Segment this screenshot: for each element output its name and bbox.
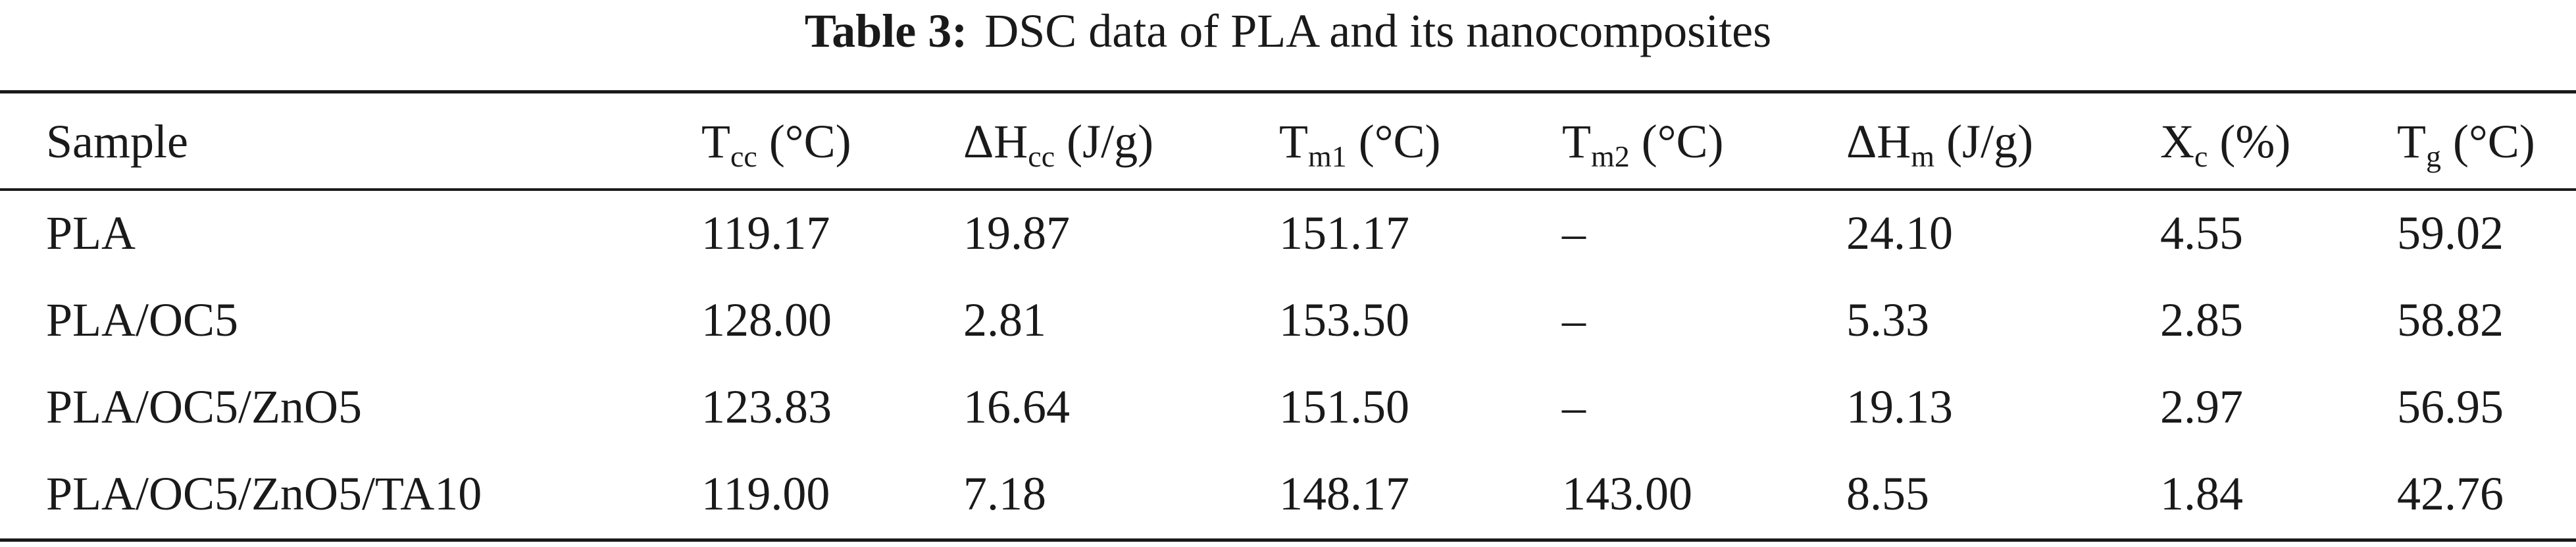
cell-sample: PLA/OC5/ZnO5/TA10 [46,467,482,520]
cell-dhm: 8.55 [1846,467,1929,520]
table-header-rule [0,188,2576,191]
column-header-tg: Tg (°C) [2397,93,2576,190]
table-header-row: Sample Tcc (°C) ΔHcc (J/g) Tm1 (°C) Tm2 … [0,93,2576,190]
cell-dhcc: 19.87 [963,206,1070,259]
header-subscript: m1 [1307,139,1347,173]
cell-dhm: 5.33 [1846,293,1929,346]
cell-sample: PLA/OC5/ZnO5 [46,380,363,433]
cell-tm1: 151.50 [1279,380,1409,433]
header-subscript: c [2194,139,2208,173]
table-caption: Table 3: DSC data of PLA and its nanocomp… [0,1,2576,61]
header-unit: (%) [2208,115,2291,168]
cell-tm2: – [1562,206,1586,259]
cell-dhcc: 7.18 [963,467,1046,520]
header-symbol: ΔH [1846,115,1911,168]
column-header-dhm: ΔHm (J/g) [1846,93,2160,190]
cell-dhm: 24.10 [1846,206,1953,259]
cell-tg: 58.82 [2397,293,2504,346]
table-caption-label: Table 3: [804,5,968,57]
cell-tg: 59.02 [2397,206,2504,259]
header-symbol: T [701,115,730,168]
table-row: PLA 119.17 19.87 151.17 – 24.10 4.55 59.… [0,190,2576,276]
header-symbol: ΔH [963,115,1028,168]
cell-tm1: 153.50 [1279,293,1409,346]
cell-xc: 4.55 [2160,206,2243,259]
table-top-rule [0,90,2576,93]
table-row: PLA/OC5 128.00 2.81 153.50 – 5.33 2.85 5… [0,276,2576,363]
header-symbol: T [2397,115,2426,168]
header-unit: (°C) [1346,115,1441,168]
cell-sample: PLA [46,206,136,259]
header-unit: (J/g) [1055,115,1154,168]
cell-tg: 42.76 [2397,467,2504,520]
cell-sample: PLA/OC5 [46,293,239,346]
cell-tg: 56.95 [2397,380,2504,433]
header-subscript: m [1911,139,1935,173]
cell-tm2: – [1562,293,1586,346]
header-subscript: g [2425,139,2441,173]
header-unit: (°C) [2440,115,2535,168]
header-unit: (°C) [757,115,851,168]
cell-tm2: 143.00 [1562,467,1692,520]
cell-tcc: 123.83 [701,380,832,433]
column-header-tcc: Tcc (°C) [701,93,963,190]
table-row: PLA/OC5/ZnO5 123.83 16.64 151.50 – 19.13… [0,363,2576,450]
column-header-tm2: Tm2 (°C) [1562,93,1846,190]
cell-tcc: 119.17 [701,206,830,259]
column-header-tm1: Tm1 (°C) [1279,93,1562,190]
header-unit: (J/g) [1934,115,2034,168]
table-bottom-rule [0,538,2576,542]
header-symbol: X [2160,115,2194,168]
cell-dhcc: 16.64 [963,380,1070,433]
cell-tm2: – [1562,380,1586,433]
header-subscript: cc [730,139,757,173]
cell-tm1: 151.17 [1279,206,1409,259]
header-symbol: T [1562,115,1591,168]
cell-xc: 2.85 [2160,293,2243,346]
dsc-data-table: Sample Tcc (°C) ΔHcc (J/g) Tm1 (°C) Tm2 … [0,93,2576,537]
column-header-xc: Xc (%) [2160,93,2397,190]
header-unit: (°C) [1629,115,1724,168]
header-text: Sample [46,115,188,168]
cell-xc: 2.97 [2160,380,2243,433]
header-symbol: T [1279,115,1308,168]
table-row: PLA/OC5/ZnO5/TA10 119.00 7.18 148.17 143… [0,450,2576,537]
cell-tcc: 128.00 [701,293,832,346]
cell-tm1: 148.17 [1279,467,1409,520]
cell-dhm: 19.13 [1846,380,1953,433]
column-header-dhcc: ΔHcc (J/g) [963,93,1279,190]
cell-xc: 1.84 [2160,467,2243,520]
table-caption-text: DSC data of PLA and its nanocomposites [984,5,1772,57]
header-subscript: cc [1028,139,1055,173]
header-subscript: m2 [1590,139,1630,173]
cell-tcc: 119.00 [701,467,830,520]
column-header-sample: Sample [0,93,701,190]
cell-dhcc: 2.81 [963,293,1046,346]
